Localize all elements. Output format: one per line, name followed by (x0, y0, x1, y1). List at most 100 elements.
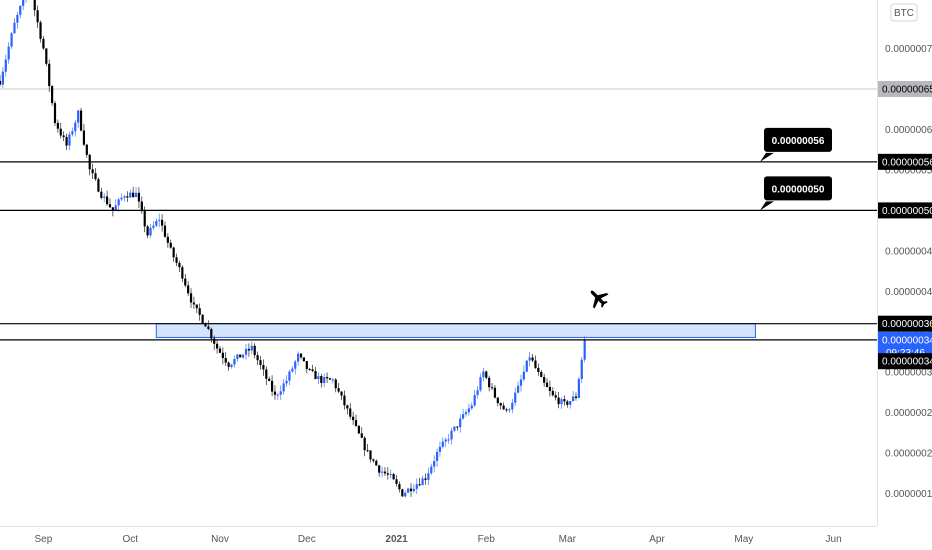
candle-body (456, 426, 459, 428)
candle-body (412, 488, 415, 492)
candle (56, 119, 59, 133)
candle (531, 353, 534, 363)
candle-body (488, 377, 491, 388)
candle (42, 36, 45, 50)
candle (407, 487, 410, 494)
candle-body (583, 339, 586, 360)
candle-body (554, 395, 557, 398)
price-callout[interactable]: 0.00000050 (760, 176, 832, 211)
candle (16, 11, 19, 29)
currency-badge[interactable]: BTC (890, 3, 918, 22)
price-callouts[interactable]: 0.00000056 0.00000050 (760, 127, 832, 211)
candle (140, 196, 143, 214)
resistance-zone[interactable] (155, 323, 756, 338)
candle-body (270, 380, 274, 392)
time-axis[interactable]: Sep Oct Nov Dec 2021 Feb Mar Apr May Jun (35, 534, 842, 545)
candle (201, 313, 204, 324)
candle-body (479, 377, 482, 391)
candle-body (395, 479, 398, 484)
candle (169, 239, 172, 249)
candle-body (181, 267, 184, 279)
candle-body (120, 197, 123, 200)
candle-body (551, 390, 554, 396)
candle (137, 187, 141, 208)
candle (354, 414, 358, 428)
candle (25, 0, 27, 3)
candle (166, 233, 169, 248)
candle-body (242, 354, 245, 358)
candle (221, 347, 224, 365)
resistance-zone-rect[interactable] (155, 323, 756, 338)
candle-body (346, 405, 349, 409)
candle-body (473, 395, 476, 406)
candle (134, 187, 138, 198)
callout-label: 0.00000050 (772, 184, 825, 195)
level-tag[interactable] (878, 315, 932, 332)
candle (282, 378, 285, 395)
candle-body (276, 394, 279, 396)
candle-body (531, 357, 534, 361)
candle (50, 85, 54, 106)
candle-body (114, 205, 117, 211)
candle-body (239, 354, 242, 358)
horizontal-levels[interactable] (0, 161, 877, 341)
candle-body (427, 473, 430, 480)
candle (525, 360, 528, 373)
price-callout[interactable]: 0.00000056 (760, 127, 832, 162)
candle-body (59, 128, 62, 136)
candle-body (378, 465, 381, 473)
candle (415, 478, 418, 495)
candle (230, 364, 233, 369)
candle (149, 224, 152, 238)
y-tick-label: 0.00000025 (885, 408, 932, 419)
x-tick-label: Mar (559, 534, 577, 545)
candle-body (132, 192, 135, 198)
candle (74, 120, 77, 137)
candle-body (386, 473, 389, 475)
candle-body (227, 362, 230, 367)
candle-body (1, 71, 4, 85)
candle (485, 370, 488, 380)
bid-tag-label: 0.00000034 (882, 357, 932, 368)
candle (583, 336, 586, 363)
candle (265, 366, 268, 385)
candle-body (502, 405, 505, 410)
candle (210, 327, 213, 343)
candle (227, 361, 230, 371)
candle-body (299, 353, 303, 358)
bid-tag[interactable] (878, 353, 932, 370)
candle (236, 354, 239, 362)
candle-body (340, 391, 343, 396)
candle-body (195, 304, 198, 309)
candle-body (418, 484, 421, 486)
candle (548, 380, 552, 397)
candle-body (430, 466, 433, 474)
candle-body (314, 371, 317, 380)
candle-body (305, 361, 308, 369)
candle-body (233, 359, 236, 365)
candle-body (569, 401, 572, 405)
candle-body (7, 46, 10, 60)
level-tag[interactable] (878, 153, 932, 170)
highlight-level-tag[interactable] (878, 81, 932, 98)
level-tag[interactable] (878, 202, 932, 219)
candle (45, 48, 48, 67)
candle-body (404, 492, 407, 497)
candle (213, 335, 216, 351)
candle-body (268, 378, 271, 381)
candle-body (262, 364, 265, 370)
candle (543, 373, 546, 387)
level-tag-label: 0.00000036 (882, 319, 932, 330)
annotation-icons (590, 290, 609, 309)
candle-body (108, 204, 112, 208)
candle-body (259, 360, 262, 365)
candle-body (166, 236, 169, 243)
candle (189, 288, 193, 308)
candle-body (56, 122, 59, 129)
candle (256, 351, 259, 365)
candle-body (511, 402, 514, 410)
candle (39, 20, 42, 43)
